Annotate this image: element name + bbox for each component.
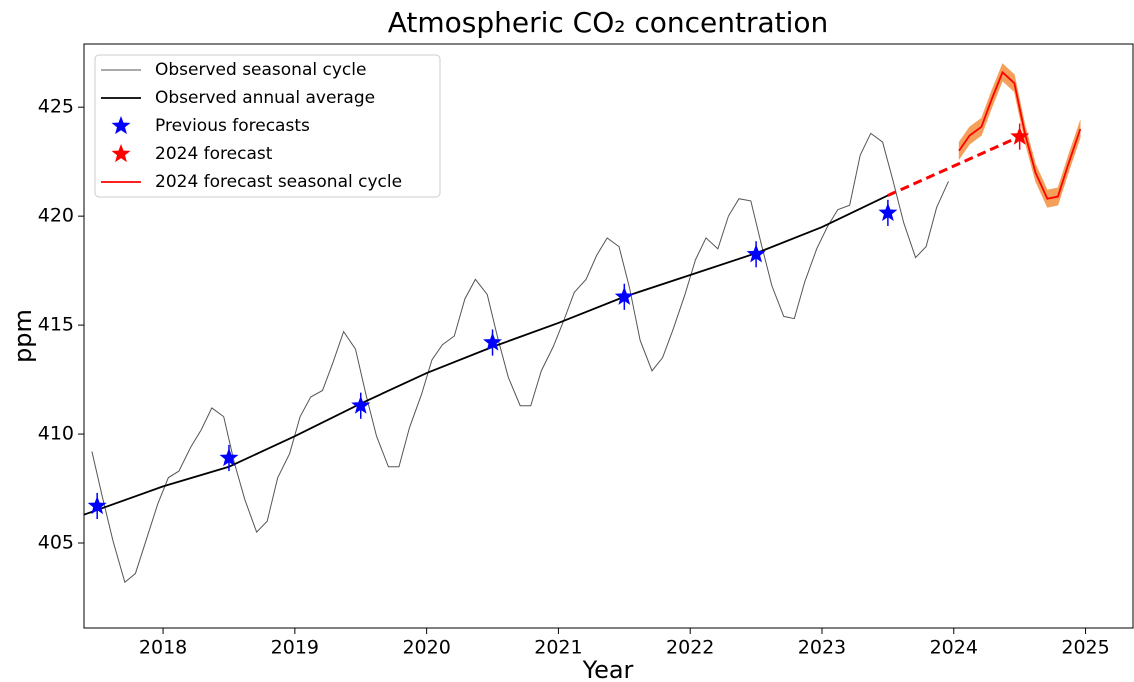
plot-frame: [83, 43, 1134, 629]
y-axis-label: ppm: [9, 309, 37, 363]
x-tick-label: 2023: [798, 637, 846, 659]
y-tick-label: 415: [38, 314, 74, 336]
legend-box: [94, 54, 441, 198]
y-tick-label: 405: [38, 532, 74, 554]
legend: Observed seasonal cycle Observed annual a…: [94, 54, 441, 198]
y-tick-label: 425: [38, 96, 74, 118]
x-tick-label: 2025: [1061, 637, 1109, 659]
x-tick-label: 2018: [139, 637, 187, 659]
star-marker: [219, 448, 239, 467]
star-marker: [614, 286, 634, 305]
x-tick-label: 2024: [930, 637, 978, 659]
x-tick-label: 2019: [271, 637, 319, 659]
legend-label: Observed annual average: [155, 88, 375, 108]
legend-label: 2024 forecast seasonal cycle: [155, 172, 402, 192]
legend-label: Previous forecasts: [155, 116, 310, 136]
star-marker: [746, 244, 766, 263]
y-tick-label: 420: [38, 205, 74, 227]
x-axis-label: Year: [582, 656, 634, 682]
legend-label: Observed seasonal cycle: [155, 60, 366, 80]
x-tick-label: 2020: [402, 637, 450, 659]
series-line: [84, 194, 889, 516]
x-tick-label: 2022: [666, 637, 714, 659]
star-marker: [878, 202, 898, 221]
series-line: [958, 70, 1082, 200]
star-marker: [87, 496, 107, 515]
legend-marker: [111, 116, 131, 135]
star-marker: [1010, 126, 1030, 145]
x-tick-label: 2021: [534, 637, 582, 659]
y-tick-label: 410: [38, 423, 74, 445]
chart-title: Atmospheric CO₂ concentration: [388, 6, 829, 39]
legend-marker: [111, 144, 131, 163]
plot: [84, 63, 1082, 584]
forecast-connector: [887, 135, 1021, 197]
series-line: [91, 132, 949, 584]
star-marker: [483, 332, 502, 351]
star-marker: [351, 395, 371, 414]
legend-label: 2024 forecast: [155, 144, 273, 164]
